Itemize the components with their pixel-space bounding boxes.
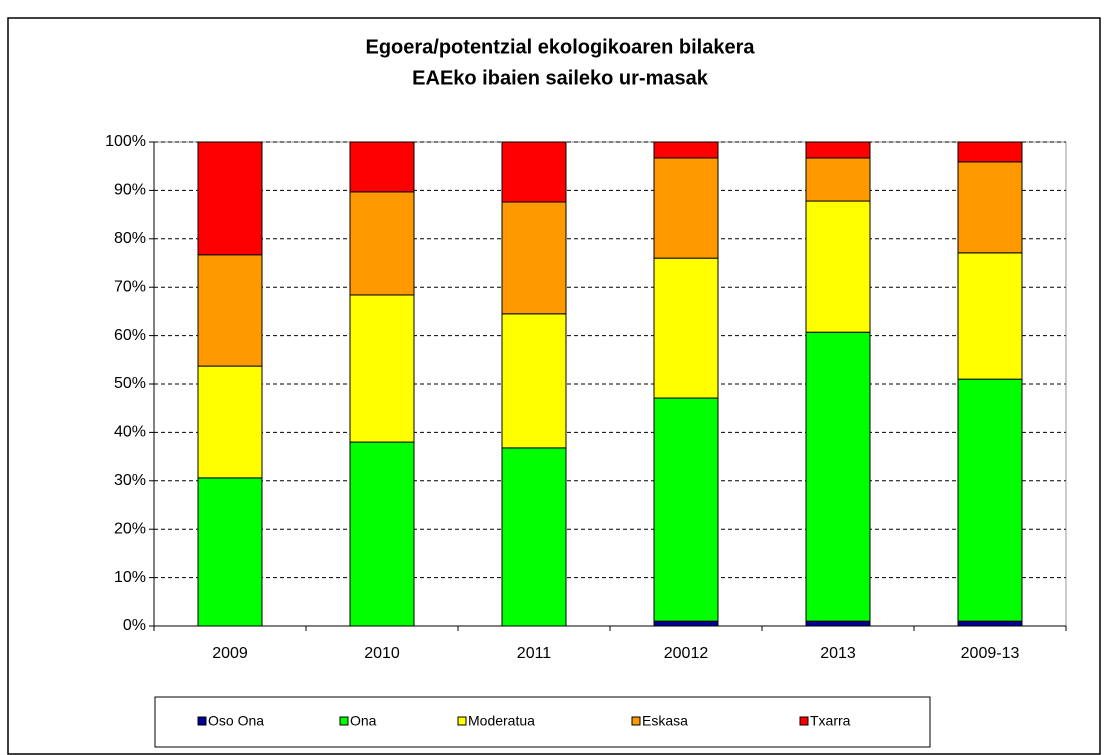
y-tick-label: 100% (105, 133, 146, 150)
bar-segment (805, 141, 871, 159)
legend-label: Ona (350, 713, 377, 729)
bar-segment (805, 200, 871, 333)
bar-segment (805, 157, 871, 202)
bar-segment (197, 477, 263, 627)
bar-segment (805, 331, 871, 622)
legend-label: Txarra (810, 713, 851, 729)
y-tick-label: 20% (114, 520, 146, 537)
bar-segment (653, 620, 719, 627)
bar-segment (197, 254, 263, 367)
bar-segment (349, 141, 415, 193)
chart-subtitle: EAEko ibaien saileko ur-masak (412, 67, 709, 89)
x-tick-label: 2009-13 (961, 645, 1020, 662)
bar-segment (653, 397, 719, 622)
bar-segment (197, 141, 263, 256)
bar-segment (349, 191, 415, 296)
y-tick-label: 0% (123, 617, 146, 634)
y-tick-label: 70% (114, 278, 146, 295)
legend-swatch (799, 716, 809, 726)
chart-title: Egoera/potentzial ekologikoaren bilakera (365, 36, 755, 58)
y-tick-label: 80% (114, 230, 146, 247)
legend-swatch (631, 716, 641, 726)
x-tick-label: 2009 (212, 645, 248, 662)
legend-label: Eskasa (642, 713, 688, 729)
x-tick-label: 2010 (364, 645, 400, 662)
bar-segment (957, 252, 1023, 380)
y-tick-label: 10% (114, 569, 146, 586)
bar-segment (349, 294, 415, 443)
bar-segment (653, 257, 719, 399)
bar-segment (197, 365, 263, 479)
bar-segment (805, 620, 871, 627)
bar-segment (957, 141, 1023, 163)
x-tick-label: 2013 (820, 645, 856, 662)
legend-swatch (457, 716, 467, 726)
bar-segment (957, 620, 1023, 627)
bar-segment (501, 141, 567, 203)
x-tick-label: 2011 (517, 645, 552, 662)
y-tick-label: 60% (114, 327, 146, 344)
bar-segment (957, 161, 1023, 254)
x-tick-label: 20012 (664, 645, 709, 662)
legend-swatch (339, 716, 349, 726)
bar-segment (501, 201, 567, 315)
y-tick-label: 90% (114, 182, 146, 199)
bar-segment (349, 441, 415, 627)
y-tick-label: 50% (114, 375, 146, 392)
bar-segment (653, 141, 719, 159)
bar-segment (653, 157, 719, 259)
legend-label: Oso Ona (208, 713, 264, 729)
legend-label: Moderatua (468, 713, 535, 729)
bar-segment (501, 447, 567, 627)
bar-segment (957, 378, 1023, 622)
y-tick-label: 40% (114, 424, 146, 441)
y-tick-label: 30% (114, 472, 146, 489)
bar-segment (501, 313, 567, 449)
legend-swatch (197, 716, 207, 726)
